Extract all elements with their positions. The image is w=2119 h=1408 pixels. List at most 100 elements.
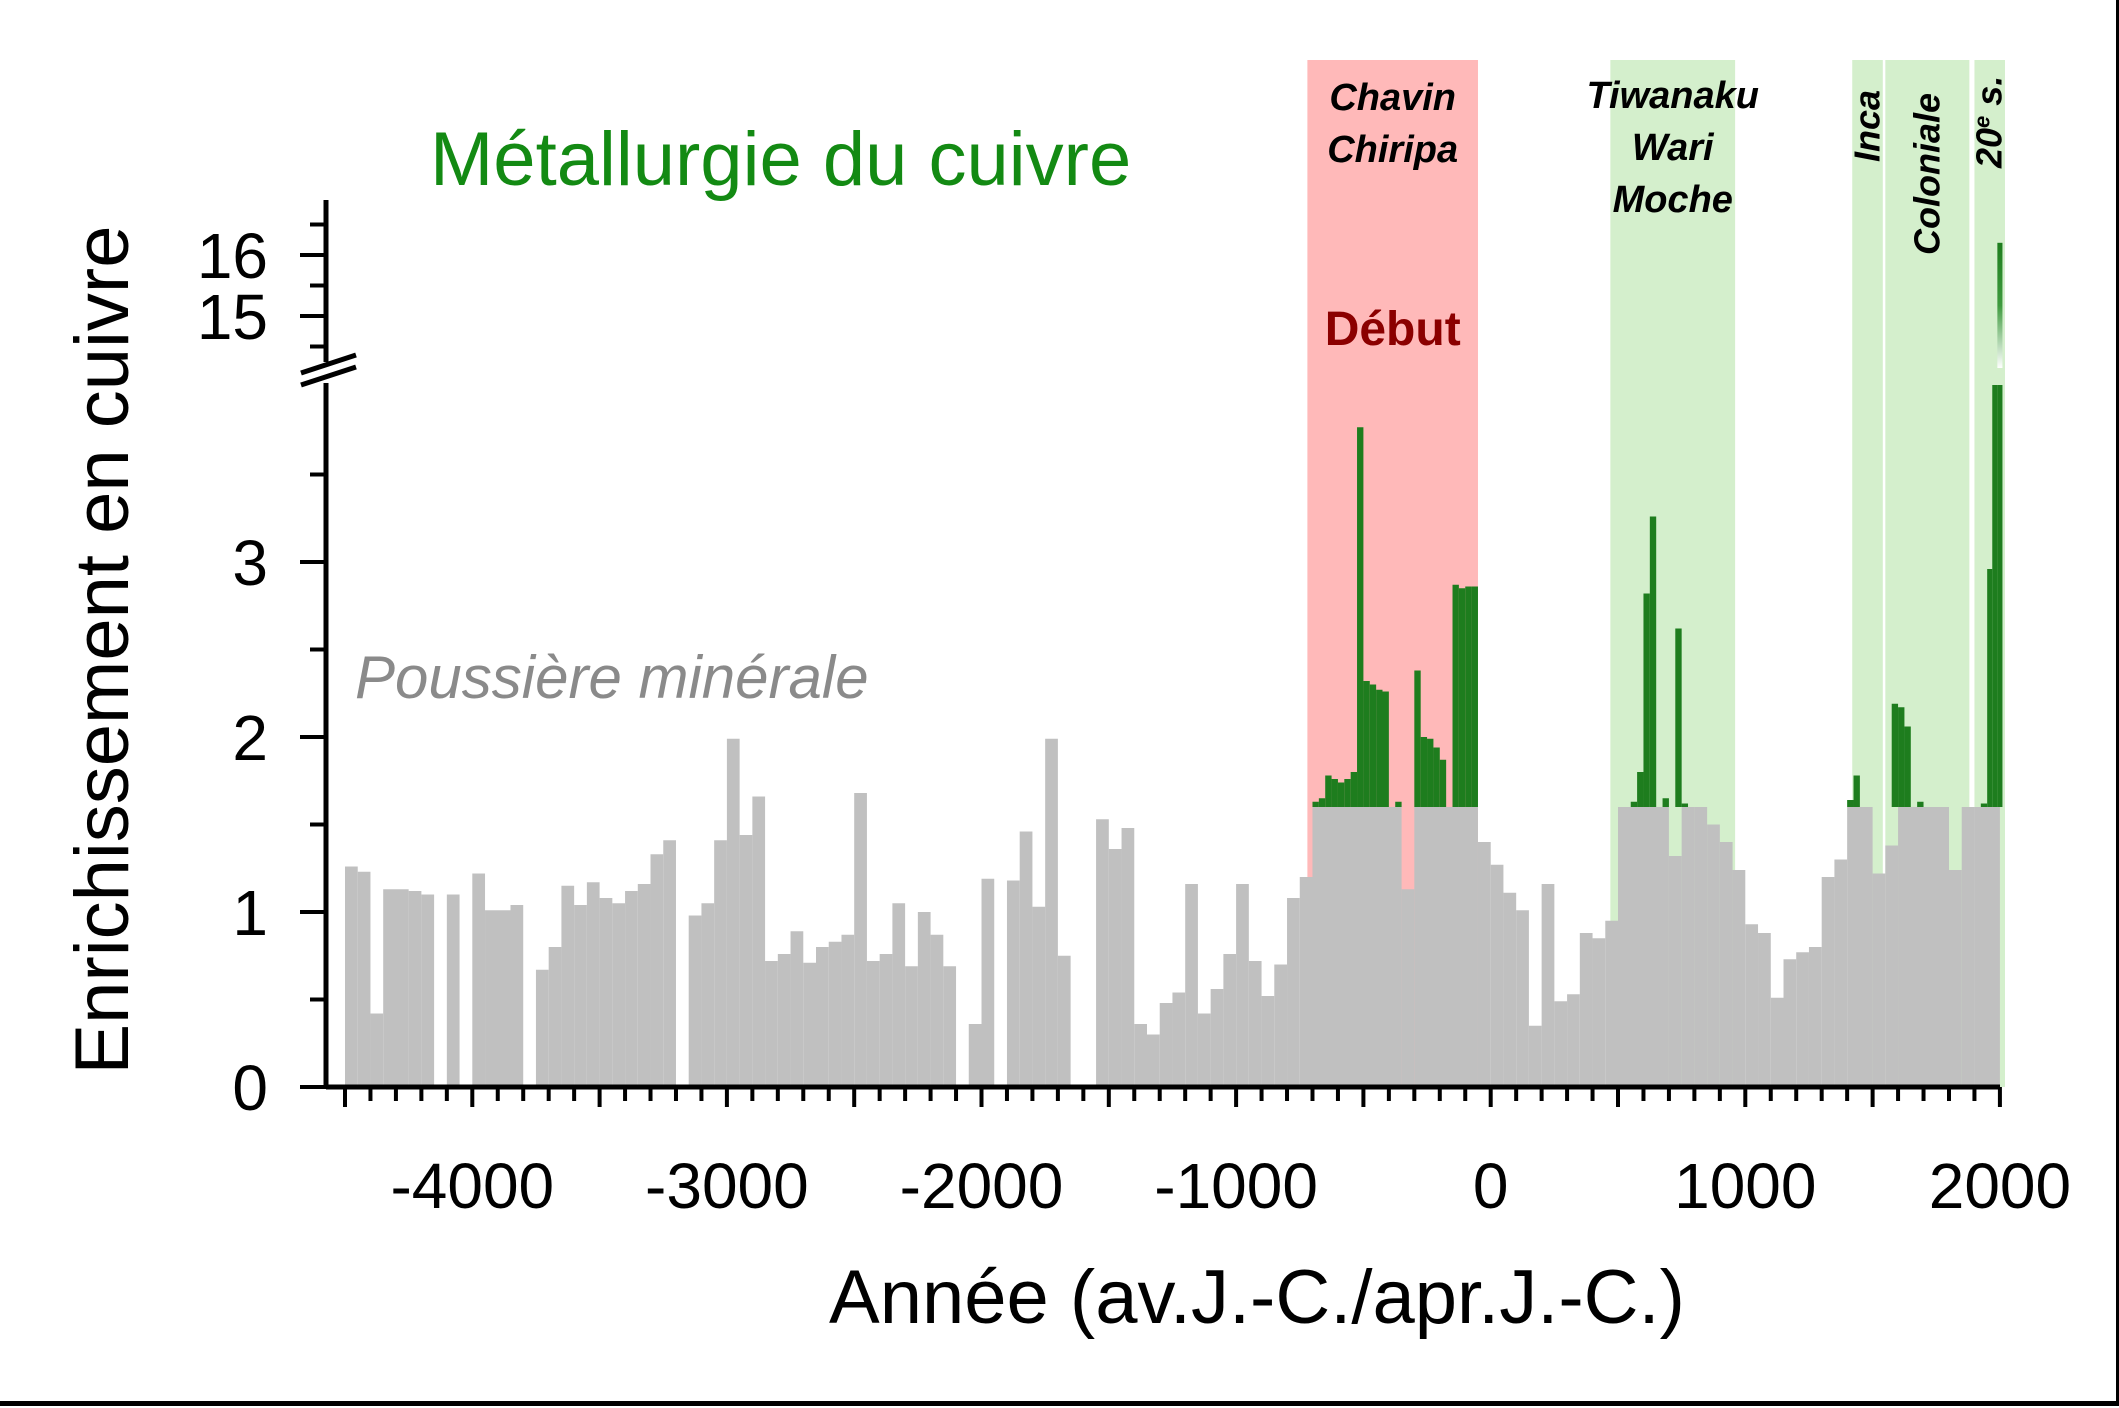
copper-bar xyxy=(1630,801,1638,807)
dust-bar xyxy=(1961,807,1975,1087)
period-label: Coloniale xyxy=(1906,93,1947,255)
dust-bar xyxy=(1261,996,1275,1087)
x-tick-label: 2000 xyxy=(1929,1150,2071,1222)
dust-bar xyxy=(1885,845,1899,1087)
dust-bar xyxy=(892,903,906,1087)
dust-bar xyxy=(1974,807,2000,1087)
dust-bar xyxy=(485,910,511,1087)
dust-bar xyxy=(1108,849,1122,1087)
dust-bar xyxy=(1541,884,1555,1087)
dust-bar xyxy=(1477,842,1491,1087)
dust-bar xyxy=(1694,807,1708,1087)
dust-bar xyxy=(1770,997,1784,1087)
copper-bar xyxy=(1376,689,1383,807)
dust-bar xyxy=(1312,807,1402,1087)
copper-bar xyxy=(1420,737,1428,807)
copper-bar xyxy=(1662,798,1669,807)
x-tick-label: -4000 xyxy=(390,1150,554,1222)
dust-bar xyxy=(1668,856,1682,1087)
dust-bar xyxy=(1287,898,1300,1087)
dust-bar xyxy=(345,866,358,1087)
copper-bar xyxy=(1414,670,1421,807)
copper-bar xyxy=(1997,385,2003,807)
copper-bar xyxy=(1458,588,1466,807)
dust-bar xyxy=(1516,910,1529,1087)
dust-bar xyxy=(1159,1003,1173,1087)
dust-bar xyxy=(1006,880,1020,1087)
dust-bar xyxy=(1414,807,1478,1087)
dust-bar xyxy=(777,954,791,1087)
dust-bar xyxy=(1719,842,1733,1087)
copper-bars xyxy=(1312,242,2003,807)
copper-bar xyxy=(1318,798,1326,807)
dust-bar xyxy=(1019,831,1033,1087)
copper-bar xyxy=(1325,775,1332,807)
period-label: 20e s. xyxy=(1969,76,2010,169)
dust-bar xyxy=(574,905,587,1087)
period-start-label: Début xyxy=(1325,303,1461,356)
copper-bar xyxy=(1427,738,1434,807)
dust-bar xyxy=(917,912,931,1087)
copper-bar xyxy=(1331,779,1338,807)
copper-bar xyxy=(1452,584,1459,807)
y-tick-label: 15 xyxy=(197,281,268,353)
dust-bar xyxy=(1834,859,1848,1087)
dust-bar xyxy=(357,871,371,1087)
x-tick-label: -1000 xyxy=(1154,1150,1318,1222)
copper-bar xyxy=(1997,242,2003,368)
copper-bar xyxy=(1637,772,1644,807)
dust-bar xyxy=(548,947,562,1087)
dust-bar xyxy=(1236,884,1249,1087)
dust-bar xyxy=(1808,947,1822,1087)
y-tick-label: 16 xyxy=(197,220,268,292)
period-label: Tiwanaku xyxy=(1587,75,1759,117)
dust-bar xyxy=(1758,933,1771,1087)
y-tick-label: 0 xyxy=(232,1052,268,1124)
dust-bar xyxy=(637,884,651,1087)
copper-bar xyxy=(1363,681,1370,807)
copper-bar xyxy=(1439,759,1447,807)
x-tick-label: -3000 xyxy=(645,1150,809,1222)
dust-bar xyxy=(1121,828,1135,1087)
y-axis-label: Enrichissement en cuivre xyxy=(60,225,145,1074)
copper-bar xyxy=(1891,703,1899,807)
dust-bar xyxy=(1223,954,1237,1087)
dust-bar xyxy=(841,934,855,1087)
period-label: Inca xyxy=(1847,90,1888,162)
dust-bar xyxy=(981,878,995,1087)
dust-bar xyxy=(1948,870,1962,1087)
copper-bar xyxy=(1395,801,1402,807)
dust-bar xyxy=(879,954,893,1087)
copper-bar xyxy=(1980,803,1988,807)
dust-bar xyxy=(943,966,957,1087)
dust-bar xyxy=(930,934,944,1087)
dust-bar xyxy=(866,961,880,1087)
dust-bar xyxy=(1872,873,1886,1087)
copper-bar xyxy=(1344,779,1351,807)
dust-bar xyxy=(1490,864,1504,1087)
dust-bar xyxy=(790,931,804,1087)
dust-bar xyxy=(1096,819,1109,1087)
dust-bar xyxy=(765,961,778,1087)
copper-bar xyxy=(1337,782,1345,807)
copper-bar xyxy=(1917,801,1924,807)
dust-bar xyxy=(1681,807,1695,1087)
x-axis-ticks: -4000 -3000 -2000 -1000 0 1000 2000 xyxy=(343,1087,2071,1222)
dust-bar xyxy=(714,840,727,1087)
chart-title: Métallurgie du cuivre xyxy=(430,117,1131,202)
dust-bar xyxy=(1503,892,1517,1087)
dust-bar xyxy=(1528,1025,1542,1087)
y-tick-label: 2 xyxy=(232,702,268,774)
dust-bar xyxy=(1567,994,1580,1087)
x-tick-label: 0 xyxy=(1473,1150,1509,1222)
period-label: Chavin xyxy=(1329,77,1456,119)
copper-bar xyxy=(1853,775,1860,807)
dust-bar xyxy=(599,898,613,1087)
dust-bar xyxy=(586,882,600,1087)
dust-bar xyxy=(1032,906,1046,1087)
y-tick-label: 1 xyxy=(232,877,268,949)
dust-bar xyxy=(1821,877,1835,1087)
dust-bar xyxy=(1554,1001,1568,1087)
